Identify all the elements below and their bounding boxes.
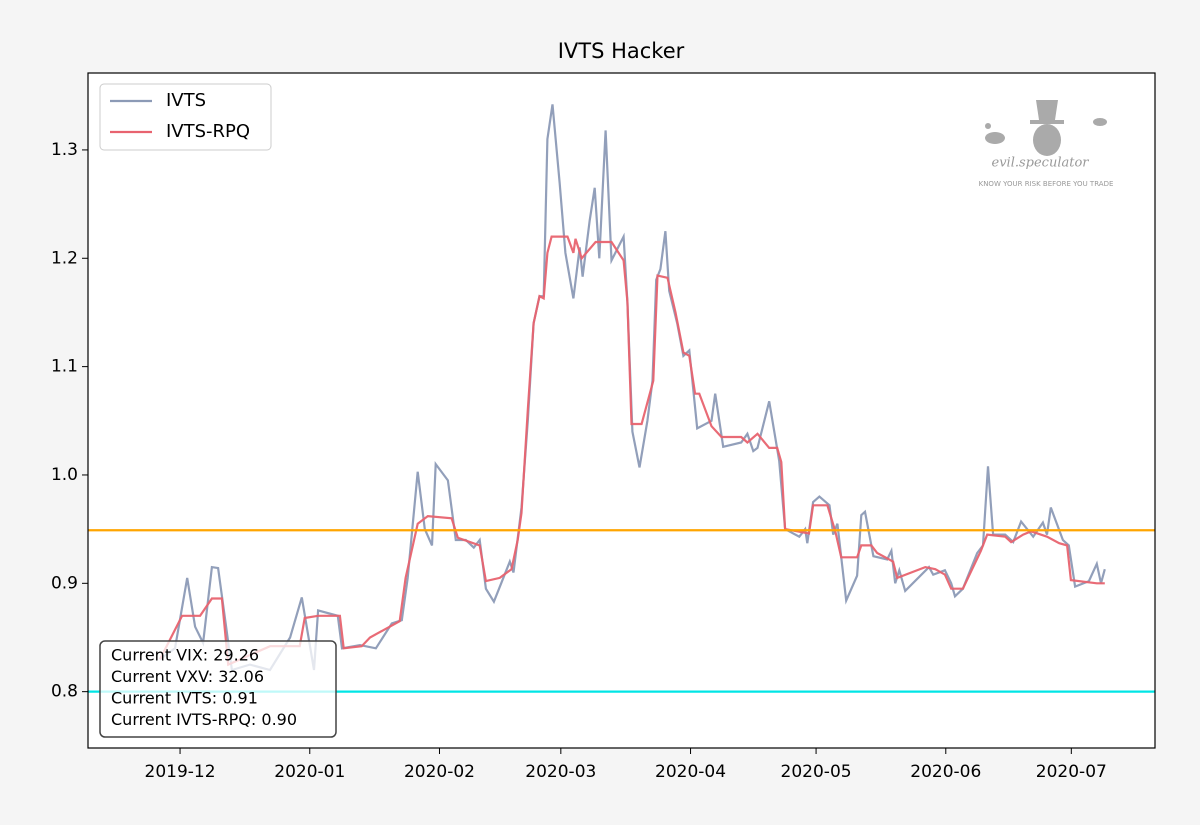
y-tick-label: 0.8 <box>51 682 78 702</box>
x-tick-label: 2020-03 <box>525 762 596 782</box>
y-tick-label: 0.9 <box>51 573 78 593</box>
legend-label: IVTS <box>166 90 206 111</box>
watermark-logo <box>985 100 1107 156</box>
y-tick-label: 1.0 <box>51 465 78 485</box>
x-tick-label: 2020-07 <box>1036 762 1107 782</box>
series-line <box>159 235 1105 667</box>
x-tick-label: 2020-02 <box>404 762 475 782</box>
y-tick-label: 1.2 <box>51 248 78 268</box>
y-tick-label: 1.3 <box>51 140 78 160</box>
x-tick-label: 2020-05 <box>781 762 852 782</box>
annotation-box <box>99 640 337 738</box>
annotation-text: Current IVTS: 0.91 <box>111 689 258 708</box>
legend-label: IVTS-RPQ <box>166 121 250 142</box>
annotation-text: Current VXV: 32.06 <box>111 667 264 686</box>
plot-area <box>88 73 1155 748</box>
annotation-text: Current VIX: 29.26 <box>111 646 259 665</box>
x-tick-label: 2019-12 <box>145 762 216 782</box>
x-tick-label: 2020-06 <box>910 762 981 782</box>
watermark-slogan: KNOW YOUR RISK BEFORE YOU TRADE <box>979 180 1114 188</box>
x-tick-label: 2020-01 <box>274 762 345 782</box>
annotation-text: Current IVTS-RPQ: 0.90 <box>111 710 297 729</box>
y-tick-label: 1.1 <box>51 357 78 377</box>
chart-title: IVTS Hacker <box>558 39 685 63</box>
axes-frame <box>87 72 1156 749</box>
watermark-name: evil.speculator <box>992 156 1090 171</box>
x-tick-label: 2020-04 <box>655 762 726 782</box>
